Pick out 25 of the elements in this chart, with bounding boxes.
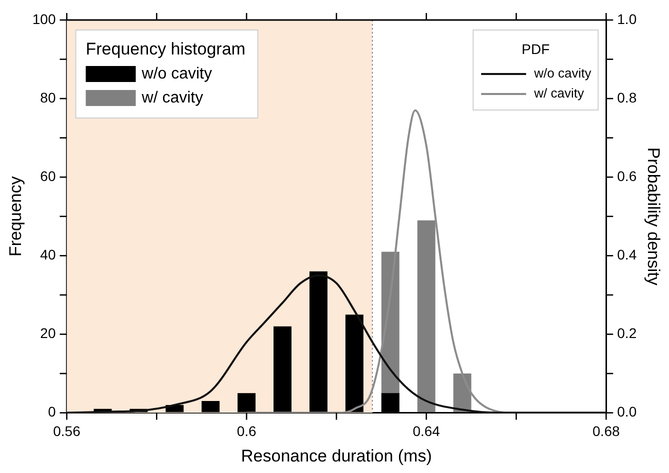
y2-tick-label: 0.8 xyxy=(617,89,637,106)
y-tick-label: 100 xyxy=(32,10,56,27)
x-tick-label: 0.68 xyxy=(592,423,620,440)
legend-label: w/o cavity xyxy=(533,66,592,81)
text: PDF xyxy=(522,40,550,57)
x-tick-label: 0.64 xyxy=(412,423,440,440)
y-tick-label: 60 xyxy=(40,168,56,184)
x-axis-title: Resonance duration (ms) xyxy=(241,446,432,466)
x-tick-label: 0.6 xyxy=(236,423,256,440)
x-tick-label: 0.56 xyxy=(53,423,81,440)
y-axis-title: Frequency xyxy=(6,176,25,257)
y2-tick-label: 1.0 xyxy=(617,10,637,27)
y-tick-label: 0 xyxy=(48,404,56,420)
y-tick-label: 20 xyxy=(40,325,56,342)
legend-label: w/o cavity xyxy=(140,65,212,82)
y2-tick-label: 0.4 xyxy=(617,246,637,263)
y2-axis-title: Probability density xyxy=(644,147,664,286)
y-tick-label: 80 xyxy=(40,89,56,106)
y2-tick-label: 0.6 xyxy=(617,168,637,184)
y2-tick-label: 0.0 xyxy=(617,404,637,420)
y-tick-label: 40 xyxy=(40,246,56,263)
y2-tick-label: 0.2 xyxy=(617,325,637,342)
legend-label: w/ cavity xyxy=(533,86,584,101)
legend-label: w/ cavity xyxy=(140,89,204,106)
text: Frequency histogram xyxy=(86,40,246,59)
